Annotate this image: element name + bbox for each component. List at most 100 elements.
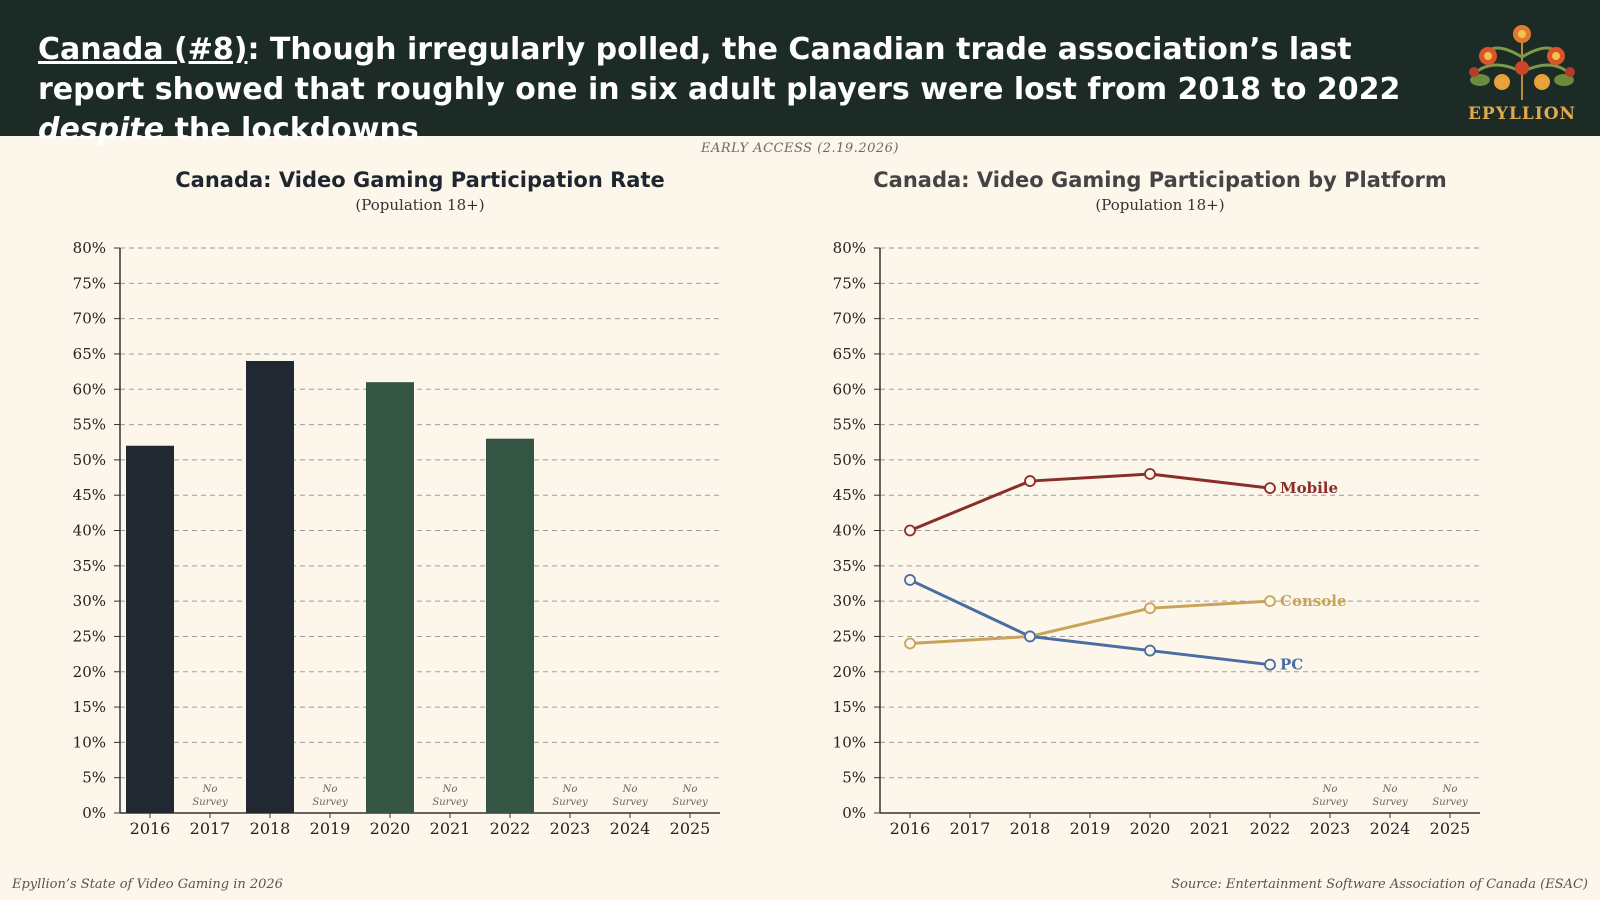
line-chart-y-tick-label: 15% <box>833 698 866 716</box>
point-console <box>1144 602 1156 615</box>
bar-chart-no-survey-label: Survey <box>552 797 588 808</box>
line-chart-x-tick-label: 2023 <box>1310 819 1351 838</box>
line-chart: 0% 5% 10% 15% 20% 25% 30% 35% 40% 45% 50% 55% 60% 65%… <box>833 239 1480 838</box>
bar-chart-subtitle: (Population 18+) <box>355 196 485 214</box>
line-chart-no-survey-label: No <box>1382 784 1398 795</box>
bar-chart-y-tick-label: 45% <box>73 486 106 504</box>
line-chart-x-tick-label: 2017 <box>950 819 991 838</box>
line-chart-y-tick-label: 45% <box>833 486 866 504</box>
bar-chart-no-survey-label: No <box>442 784 458 795</box>
bar-chart-x-tick-label: 2016 <box>130 819 171 838</box>
line-chart-y-tick-label: 75% <box>833 274 866 292</box>
line-chart-no-survey-label: Survey <box>1372 797 1408 808</box>
series-line-pc <box>909 578 1271 667</box>
bar-chart-x-tick-label: 2019 <box>310 819 351 838</box>
bar-2022 <box>486 438 534 813</box>
line-chart-no-survey-label: Survey <box>1432 797 1468 808</box>
point-mobile <box>1264 482 1276 495</box>
headline-text-2: the lockdowns <box>164 112 419 147</box>
point-mobile <box>1144 468 1156 480</box>
bar-chart-no-survey-label: Survey <box>612 797 648 808</box>
bar-chart-y-tick-label: 25% <box>73 627 106 645</box>
bar-chart-y-tick-label: 75% <box>73 274 106 292</box>
headline-emphasis: despite <box>38 112 165 147</box>
line-chart-x-tick-label: 2016 <box>890 819 931 838</box>
bar-2016 <box>126 445 174 813</box>
line-chart-y-tick-label: 10% <box>833 733 866 751</box>
bar-chart-y-tick-label: 55% <box>73 416 106 434</box>
headline-text-1: : Though irregularly polled, the Canadia… <box>38 32 1401 107</box>
bar-chart-no-survey-label: No <box>322 784 338 795</box>
series-line-console <box>909 599 1271 645</box>
line-chart-y-tick-label: 5% <box>842 769 866 787</box>
bar-chart-y-tick-label: 40% <box>73 522 106 540</box>
bar-chart-no-survey-label: Survey <box>432 797 468 808</box>
line-chart-no-survey-label: Survey <box>1312 797 1348 808</box>
point-pc <box>1024 630 1036 643</box>
line-chart-y-tick-label: 25% <box>833 627 866 645</box>
bar-chart-title: Canada: Video Gaming Participation Rate <box>175 168 665 192</box>
point-pc <box>1144 644 1156 657</box>
bar-chart-x-tick-label: 2021 <box>430 819 471 838</box>
bar-chart-y-tick-label: 80% <box>73 239 106 257</box>
point-console <box>904 637 916 650</box>
bar-chart-no-survey-label: No <box>682 784 698 795</box>
bar-chart-x-tick-label: 2017 <box>190 819 231 838</box>
bar-chart-no-survey-label: Survey <box>312 797 348 808</box>
bar-chart-x-tick-label: 2025 <box>670 819 711 838</box>
bar-2020 <box>366 382 414 813</box>
line-chart-y-tick-label: 65% <box>833 345 866 363</box>
line-chart-subtitle: (Population 18+) <box>1095 196 1225 214</box>
header-banner: Canada (#8): Though irregularly polled, … <box>0 0 1600 147</box>
line-chart-no-survey-label: No <box>1322 784 1338 795</box>
bar-chart-no-survey-label: Survey <box>672 797 708 808</box>
line-chart-x-tick-label: 2024 <box>1370 819 1411 838</box>
flower-emblem-icon <box>1469 25 1575 100</box>
line-chart-x-tick-label: 2020 <box>1130 819 1171 838</box>
line-chart-y-tick-label: 35% <box>833 557 866 575</box>
bar-chart-y-tick-label: 5% <box>82 769 106 787</box>
footer-right: Source: Entertainment Software Associati… <box>1171 877 1588 892</box>
bar-chart-x-tick-label: 2020 <box>370 819 411 838</box>
line-chart-x-tick-label: 2021 <box>1190 819 1231 838</box>
line-chart-y-tick-label: 20% <box>833 663 866 681</box>
line-chart-y-tick-label: 60% <box>833 380 866 398</box>
bar-chart-y-tick-label: 30% <box>73 592 106 610</box>
headline: Canada (#8): Though irregularly polled, … <box>38 30 1458 150</box>
early-access-label: EARLY ACCESS (2.19.2026) <box>701 141 899 156</box>
bar-chart-y-tick-label: 35% <box>73 557 106 575</box>
bar-chart-no-survey-label: Survey <box>192 797 228 808</box>
bar-chart-y-tick-label: 70% <box>73 310 106 328</box>
bar-chart-no-survey-label: No <box>202 784 218 795</box>
bar-chart: 0% 5% 10% 15% 20% 25% 30% 35% 40% 45% 50% 55% 60% 65%… <box>73 239 720 838</box>
line-chart-x-tick-label: 2019 <box>1070 819 1111 838</box>
line-chart-x-tick-label: 2022 <box>1250 819 1291 838</box>
line-chart-y-tick-label: 40% <box>833 522 866 540</box>
point-console <box>1264 595 1276 608</box>
bar-chart-no-survey-label: No <box>562 784 578 795</box>
bar-chart-y-tick-label: 20% <box>73 663 106 681</box>
line-chart-y-tick-label: 70% <box>833 310 866 328</box>
point-pc <box>904 574 916 586</box>
bar-chart-x-tick-label: 2024 <box>610 819 651 838</box>
line-chart-no-survey-label: No <box>1442 784 1458 795</box>
bar-chart-y-tick-label: 0% <box>82 804 106 822</box>
point-pc <box>1264 658 1276 671</box>
line-chart-y-tick-label: 30% <box>833 592 866 610</box>
line-chart-x-tick-label: 2025 <box>1430 819 1471 838</box>
epyllion-logo: EPYLLION <box>1452 12 1592 130</box>
logo-text: EPYLLION <box>1467 104 1577 124</box>
line-chart-y-tick-label: 0% <box>842 804 866 822</box>
bar-chart-y-tick-label: 50% <box>73 451 106 469</box>
line-chart-title: Canada: Video Gaming Participation by Pl… <box>873 168 1447 192</box>
series-line-mobile <box>909 472 1271 532</box>
bar-chart-x-tick-label: 2023 <box>550 819 591 838</box>
point-mobile <box>904 524 916 537</box>
line-chart-y-tick-label: 80% <box>833 239 866 257</box>
bar-chart-y-tick-label: 10% <box>73 733 106 751</box>
bar-chart-y-tick-label: 65% <box>73 345 106 363</box>
series-label-pc: PC <box>1280 656 1303 674</box>
bar-chart-no-survey-label: No <box>622 784 638 795</box>
point-mobile <box>1024 475 1036 487</box>
headline-country: Canada (#8) <box>38 32 248 67</box>
